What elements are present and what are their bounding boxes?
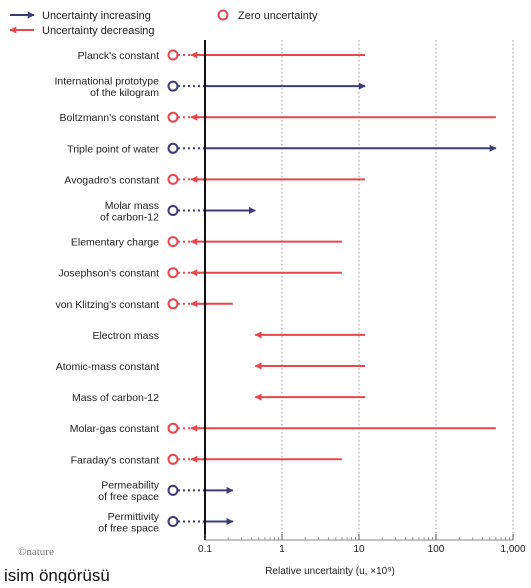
x-tick-label: 10 <box>353 544 365 555</box>
x-axis-label: Relative uncertainty (u, ×10⁹) <box>265 566 395 577</box>
zero-uncertainty-circle <box>167 111 179 123</box>
zero-uncertainty-circle <box>167 205 179 216</box>
row-label: Permeability <box>101 480 160 492</box>
row-label: Mass of carbon-12 <box>72 392 159 404</box>
data-row: Mass of carbon-12 <box>72 392 366 404</box>
row-label: of the kilogram <box>90 87 159 99</box>
row-label: of free space <box>98 522 159 534</box>
data-row: Boltzmann's constant <box>60 111 496 124</box>
grid-lines <box>281 40 514 540</box>
zero-uncertainty-circle <box>167 453 179 465</box>
zero-uncertainty-circle <box>167 267 179 279</box>
row-label: Faraday's constant <box>71 454 159 466</box>
legend-increasing-label: Uncertainty increasing <box>42 10 151 22</box>
legend: Uncertainty increasing Uncertainty decre… <box>9 9 318 37</box>
zero-uncertainty-circle <box>167 142 179 154</box>
row-label: Triple point of water <box>67 143 159 155</box>
zero-uncertainty-circle <box>167 298 179 310</box>
x-tick-label: 1,000 <box>500 544 525 555</box>
legend-decreasing-label: Uncertainty decreasing <box>42 25 155 37</box>
row-label: Atomic-mass constant <box>56 361 159 373</box>
row-label: Avogadro's constant <box>64 174 159 186</box>
data-row: Electron mass <box>92 330 366 342</box>
zero-uncertainty-circle <box>167 516 179 527</box>
row-label: Elementary charge <box>71 237 159 249</box>
data-row: Elementary charge <box>71 236 342 249</box>
data-row: Atomic-mass constant <box>56 361 366 373</box>
legend-zero-circle <box>217 9 229 21</box>
row-label: Permittivity <box>108 511 160 523</box>
data-row: Avogadro's constant <box>64 173 366 186</box>
zero-uncertainty-circle <box>167 173 179 185</box>
row-label: Molar mass <box>105 200 159 212</box>
row-label: Boltzmann's constant <box>60 112 160 124</box>
row-label: Electron mass <box>92 330 159 342</box>
zero-uncertainty-circle <box>167 422 179 434</box>
x-tick-label: 1 <box>279 544 285 555</box>
data-row: Planck's constant <box>78 49 366 62</box>
data-row: Josephson's constant <box>58 267 342 280</box>
row-label: of carbon-12 <box>100 211 159 223</box>
bottom-caption: isim öngörüsü <box>4 566 110 583</box>
data-row: Triple point of water <box>67 142 497 155</box>
legend-zero-label: Zero uncertainty <box>238 10 318 22</box>
x-axis: 0.1 1 10 100 1,000 <box>198 40 526 555</box>
x-tick-label: 0.1 <box>198 544 212 555</box>
data-row: Molar-gas constant <box>70 422 496 435</box>
zero-uncertainty-circle <box>167 236 179 248</box>
x-tick-label: 100 <box>428 544 445 555</box>
row-label: of free space <box>98 491 159 503</box>
data-rows: Planck's constant International prototype… <box>55 49 497 534</box>
zero-uncertainty-circle <box>167 484 179 496</box>
zero-uncertainty-circle <box>167 49 179 61</box>
data-row: von Klitzing's constant <box>55 298 233 311</box>
row-label: Planck's constant <box>78 50 159 62</box>
row-label: Josephson's constant <box>58 268 159 280</box>
row-label: Molar-gas constant <box>70 423 159 435</box>
data-row: Faraday's constant <box>71 453 342 466</box>
row-label: von Klitzing's constant <box>55 299 159 311</box>
nature-logo: ©nature <box>18 546 54 558</box>
zero-uncertainty-circle <box>167 80 179 92</box>
row-label: International prototype <box>55 75 160 87</box>
